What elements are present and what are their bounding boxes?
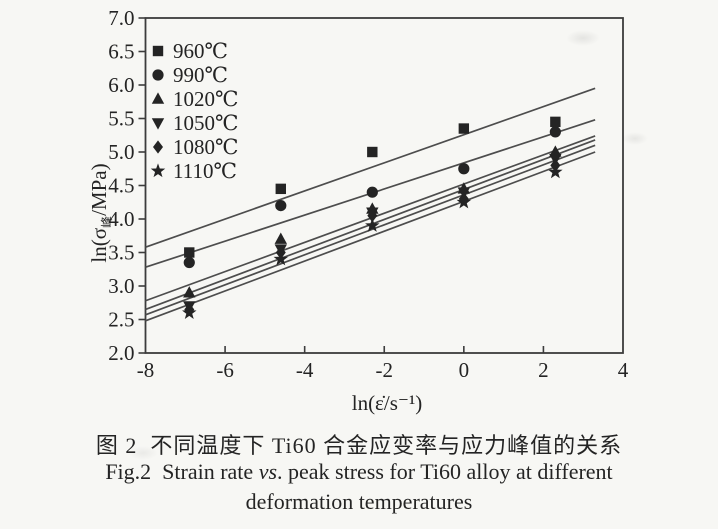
x-tick-label: -4 xyxy=(296,358,314,382)
y-tick-label: 3.0 xyxy=(108,274,134,298)
y-tick-label: 7.0 xyxy=(108,6,134,30)
y-axis-label: ln(σ峰/MPa) xyxy=(87,110,115,316)
data-point-960℃ xyxy=(184,247,195,258)
caption-en-prefix: Fig.2 Strain rate xyxy=(105,459,259,484)
y-tick-label: 4.5 xyxy=(108,174,134,198)
caption-english-line2: deformation temperatures xyxy=(245,489,473,514)
legend-item: 990℃ xyxy=(149,63,239,87)
data-point-960℃ xyxy=(458,123,470,134)
y-axis-label-prefix: ln(σ xyxy=(87,227,111,263)
y-axis-label-suffix: /MPa) xyxy=(87,163,111,216)
triangle-down-icon xyxy=(151,118,165,130)
star-marker-icon xyxy=(150,163,166,178)
y-tick-label: 5.0 xyxy=(108,140,134,164)
legend-item: 1020℃ xyxy=(149,87,239,111)
legend-label: 1110℃ xyxy=(173,159,237,183)
legend: 960℃ 990℃ 1020℃ 1050℃ 1080℃ 1110℃ xyxy=(149,39,239,183)
data-point-990℃ xyxy=(458,163,470,175)
y-tick-label: 5.5 xyxy=(108,107,134,131)
data-point-1110℃ xyxy=(456,194,472,209)
y-tick-label: 3.5 xyxy=(108,241,134,265)
legend-item: 1050℃ xyxy=(149,111,239,135)
data-point-960℃ xyxy=(367,146,378,158)
x-tick-label: 2 xyxy=(538,358,549,382)
x-tick-label: -8 xyxy=(137,358,155,382)
y-tick-label: 6.0 xyxy=(108,73,134,97)
diamond-icon xyxy=(153,140,163,154)
triangle-down-marker-icon xyxy=(151,118,165,130)
legend-item: 960℃ xyxy=(149,39,239,63)
star-icon xyxy=(150,163,166,178)
y-tick-label: 2.5 xyxy=(108,308,134,332)
legend-label: 1020℃ xyxy=(173,87,239,111)
legend-label: 1050℃ xyxy=(173,111,239,135)
data-point-1110℃ xyxy=(365,218,380,232)
x-axis-label: ln(ε̇/s⁻¹) xyxy=(351,391,423,415)
x-tick-label: 4 xyxy=(618,358,629,382)
square-marker-icon xyxy=(152,45,164,57)
caption-en-suffix: . peak stress for Ti60 alloy at differen… xyxy=(277,459,613,484)
legend-label: 960℃ xyxy=(173,39,228,63)
data-point-1080℃ xyxy=(367,209,378,223)
data-point-990℃ xyxy=(183,256,195,269)
legend-item: 1110℃ xyxy=(149,159,239,183)
data-point-1110℃ xyxy=(548,164,563,179)
diamond-marker-icon xyxy=(153,140,163,154)
y-tick-label: 6.5 xyxy=(108,40,134,64)
data-point-990℃ xyxy=(275,200,287,212)
x-tick-label: -6 xyxy=(216,358,234,382)
data-point-1020℃ xyxy=(183,286,196,298)
circle-marker-icon xyxy=(152,69,164,81)
x-tick-label: 0 xyxy=(459,358,470,382)
y-tick-label: 4.0 xyxy=(108,207,134,231)
data-point-1020℃ xyxy=(274,232,287,244)
data-point-960℃ xyxy=(275,183,286,195)
legend-item: 1080℃ xyxy=(149,135,239,159)
square-icon xyxy=(152,45,164,57)
y-tick-label: 2.0 xyxy=(108,341,134,365)
data-point-990℃ xyxy=(549,126,561,138)
chart-canvas: 7.0 6.5 6.0 5.5 5.0 4.5 4.0 3.5 3.0 2.5 2.0-8 -6 -4 -… xyxy=(108,6,629,382)
caption-chinese: 图 2 不同温度下 Ti60 合金应变率与应力峰值的关系 xyxy=(95,433,623,458)
data-point-960℃ xyxy=(550,116,561,128)
y-axis-label-subscript: 峰 xyxy=(100,215,114,228)
fit-line-1110℃ xyxy=(145,151,596,322)
legend-label: 1080℃ xyxy=(173,135,239,159)
data-point-1110℃ xyxy=(182,305,197,319)
circle-icon xyxy=(152,69,164,81)
fit-line-960℃ xyxy=(145,87,596,248)
x-tick-label: -2 xyxy=(376,358,394,382)
caption-en-vs: vs xyxy=(258,459,278,484)
triangle-up-marker-icon xyxy=(151,92,165,104)
caption-english-line1: Fig.2 Strain rate vs. peak stress for Ti… xyxy=(0,459,718,485)
triangle-up-icon xyxy=(151,92,165,104)
data-point-990℃ xyxy=(366,186,378,198)
legend-label: 990℃ xyxy=(173,63,228,87)
data-point-1110℃ xyxy=(273,251,289,266)
